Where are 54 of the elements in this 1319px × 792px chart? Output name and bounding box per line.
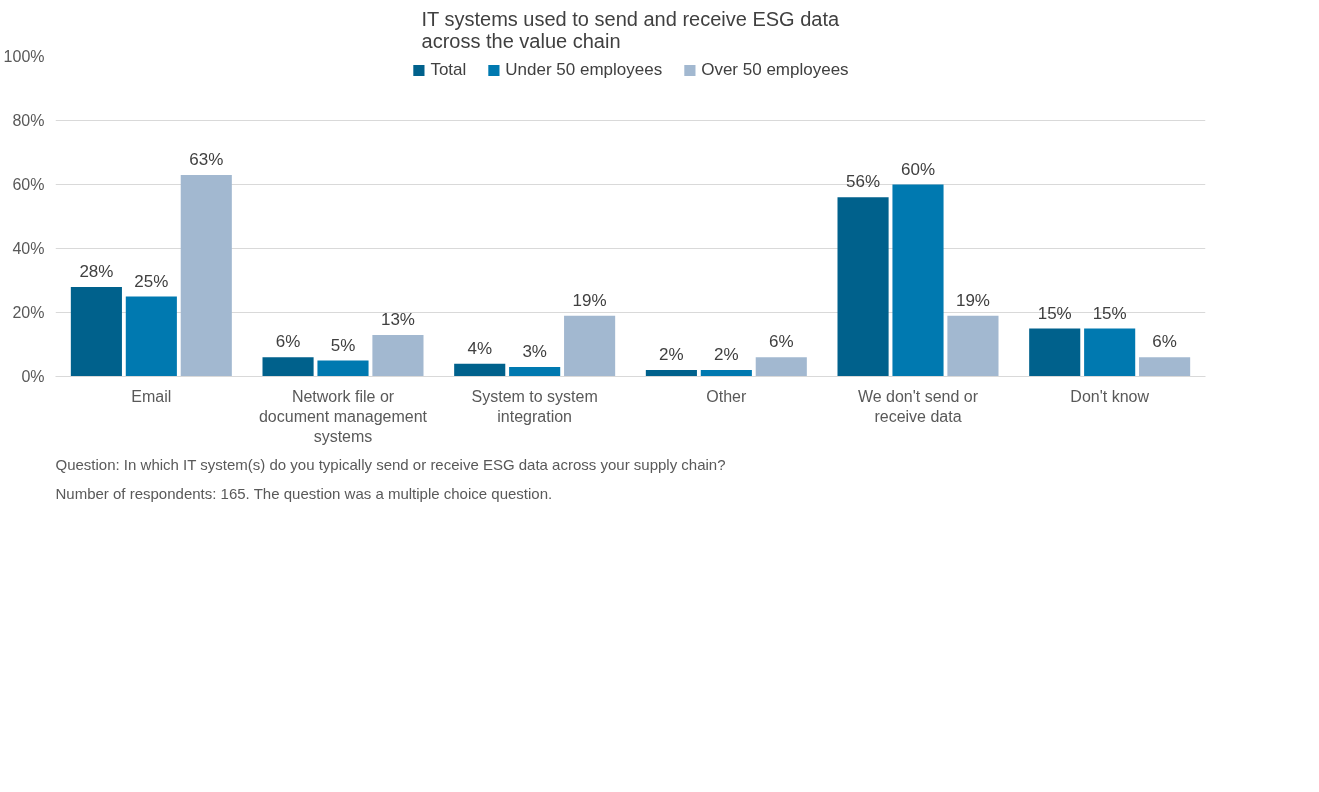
data-label: 15%	[1037, 303, 1072, 323]
x-tick-label: Don't know	[1070, 387, 1150, 405]
bar	[180, 174, 232, 377]
x-tick-label: Email	[131, 387, 172, 405]
bar	[317, 360, 369, 377]
chart-title: IT systems used to send and receive ESG data across the value chain	[421, 7, 841, 52]
y-tick-label: 60%	[12, 176, 45, 193]
data-label: 25%	[134, 271, 169, 291]
y-tick-label: 40%	[12, 240, 45, 257]
bar	[372, 334, 424, 377]
bar	[262, 357, 314, 377]
data-label: 6%	[275, 332, 301, 352]
data-label: 60%	[900, 159, 936, 179]
data-label: 15%	[1092, 303, 1127, 323]
legend-label: Over 50 employees	[701, 60, 849, 80]
data-label: 2%	[659, 345, 684, 365]
data-label: 4%	[467, 338, 493, 358]
legend-label: Under 50 employees	[505, 60, 663, 80]
x-tick-label: Other	[706, 387, 748, 405]
data-label: 63%	[189, 149, 224, 169]
data-label: 2%	[714, 345, 739, 365]
y-tick-label: 0%	[21, 368, 45, 385]
y-tick-label: 80%	[12, 112, 45, 129]
text: Question: In which IT system(s) do you typically send or receive ESG data across your supply chain?	[55, 455, 726, 473]
bar	[70, 286, 122, 377]
bar	[892, 184, 944, 377]
y-tick-label: 100%	[3, 48, 45, 65]
bar	[454, 363, 506, 377]
bar	[755, 357, 807, 377]
bar	[700, 370, 752, 377]
data-label: 13%	[380, 309, 415, 329]
data-label: 3%	[522, 341, 547, 361]
bar	[1084, 328, 1136, 377]
y-tick-label: 20%	[12, 304, 45, 321]
bar	[1029, 328, 1081, 377]
data-label: 19%	[955, 290, 990, 310]
data-label: 28%	[79, 261, 114, 281]
data-label: 5%	[330, 335, 356, 355]
bar	[125, 296, 177, 377]
bar	[509, 366, 561, 377]
data-label: 56%	[846, 172, 881, 192]
bar	[564, 315, 616, 377]
legend-label: Total	[430, 60, 467, 80]
text: Number of respondents: 165. The question was a multiple choice question.	[55, 484, 553, 502]
bar	[1139, 357, 1191, 377]
bar	[837, 197, 889, 377]
bar	[645, 370, 697, 377]
x-tick-label: System to system integration	[471, 387, 598, 425]
data-label: 6%	[1152, 332, 1177, 352]
x-tick-label: Network file or document management systems	[258, 387, 428, 446]
data-label: 6%	[768, 332, 794, 352]
x-tick-label: We don't send or receive data	[857, 387, 979, 425]
data-label: 19%	[572, 290, 607, 310]
bar	[947, 315, 999, 377]
